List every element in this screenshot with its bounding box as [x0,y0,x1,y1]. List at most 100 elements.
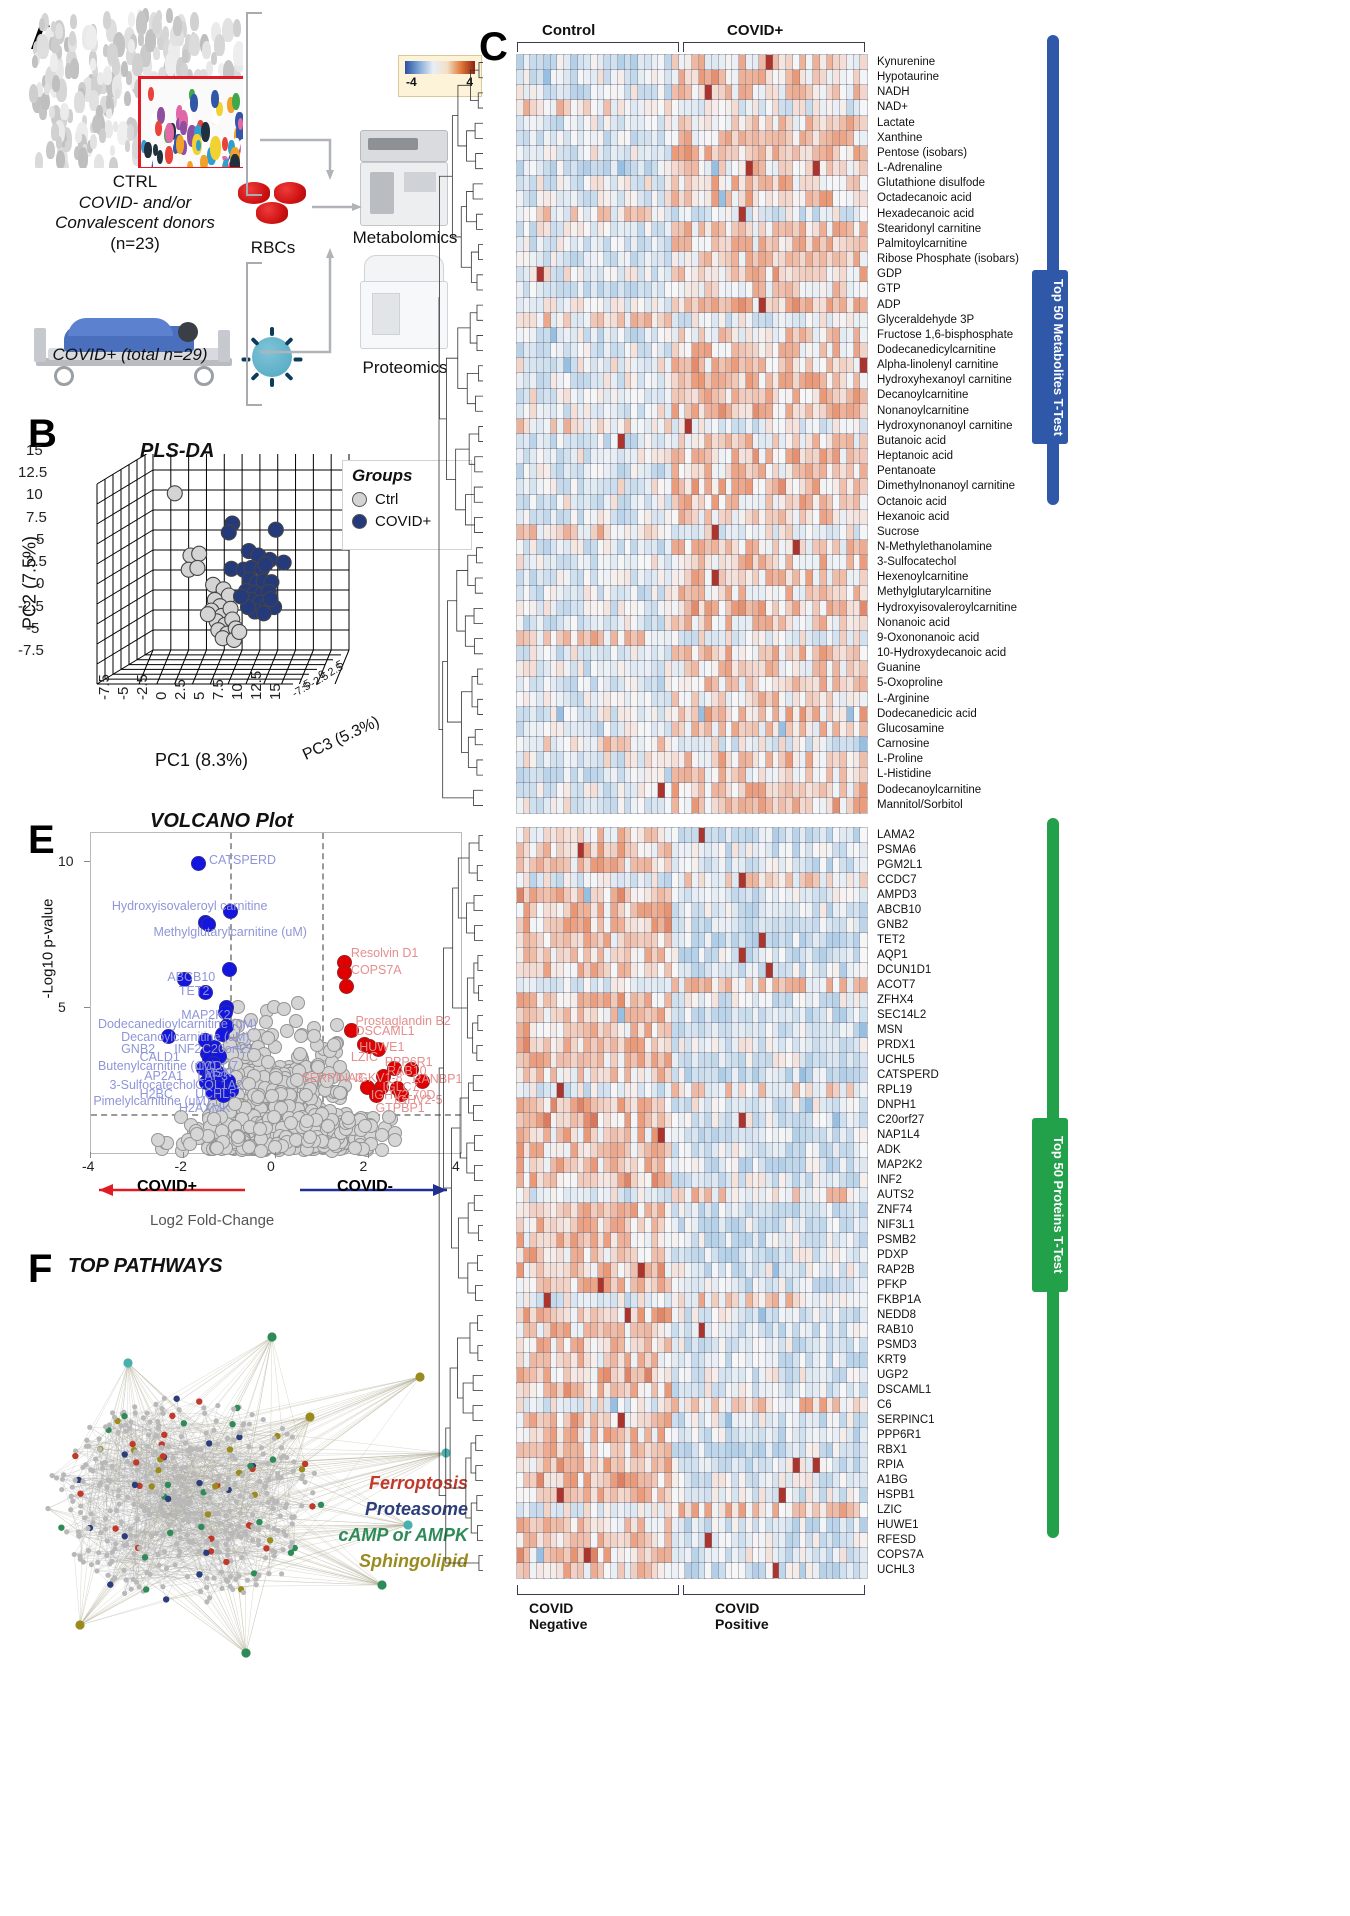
heatmap-cell [771,1172,781,1189]
heatmap-cell [765,417,774,435]
heatmap-cell [549,296,559,314]
heatmap-cell [556,311,566,329]
heatmap-cell [670,1127,680,1144]
heatmap-cell [785,1142,794,1159]
heatmap-cell [798,1022,808,1039]
heatmap-cell [697,69,707,87]
heatmap-cell [536,1142,545,1159]
heatmap-cell [744,1052,754,1069]
heatmap-cell [542,796,552,814]
heatmap-cell [650,887,660,904]
heatmap-cell [623,1202,633,1219]
heatmap-cell [556,1142,566,1159]
heatmap-cell [778,705,788,724]
heatmap-cell [791,296,801,314]
heatmap-cell [516,1127,525,1144]
heatmap-cell [791,977,801,994]
heatmap-cell [549,1187,559,1204]
volcano-point [267,1109,282,1124]
heatmap-cell [731,917,741,934]
heatmap-cell [798,842,808,859]
heatmap-cell [670,1037,680,1054]
heatmap-cell [516,705,525,724]
heatmap-cell [657,1172,667,1189]
heatmap-cell [805,645,815,663]
heatmap-cell [616,463,626,481]
heatmap-cell [704,357,714,375]
heatmap-cell [670,160,680,178]
heatmap-cell [657,523,667,542]
heatmap-cell [610,69,619,87]
heatmap-cell [596,417,606,435]
heatmap-cell [812,1052,821,1069]
heatmap-cell [563,205,572,223]
heatmap-cell [630,736,640,754]
heatmap-cell [576,129,586,147]
heatmap-cell [583,463,592,481]
heatmap-cell [825,326,835,345]
heatmap-cell [845,432,855,451]
heatmap-cell [825,448,835,466]
heatmap-cell [852,887,862,904]
heatmap-cell [691,235,700,254]
heatmap-cell [778,947,788,964]
heatmap-cell [704,281,714,299]
heatmap-cell [650,205,660,223]
heatmap-cell [697,129,707,147]
heatmap-cell [839,387,848,405]
heatmap-cell [691,872,700,889]
heatmap-cell [637,660,646,678]
heatmap-cell [818,342,828,360]
heatmap-cell [657,690,667,708]
heatmap-cell [791,160,801,178]
volcano-threshold-line [322,833,325,1153]
heatmap-cell [825,992,835,1009]
heatmap-cell [832,917,842,934]
heatmap-cell [738,114,747,132]
heatmap-cell [751,372,761,390]
heatmap-cell [522,827,532,844]
heatmap-cell [684,751,693,769]
heatmap-cell [590,463,599,481]
heatmap-cell [590,675,599,693]
heatmap-cell [798,1037,808,1054]
heatmap-cell [744,1082,754,1099]
heatmap-cell [516,932,525,949]
heatmap-cell [738,781,747,799]
heatmap-cell [697,1037,707,1054]
heatmap-cell [832,1067,842,1084]
heatmap-cell [616,599,626,617]
heatmap-cell [670,129,680,147]
heatmap-cell [791,114,801,132]
heatmap-cell [859,205,868,223]
plsda-xtick: 15 [267,683,284,700]
heatmap-cell [684,160,693,178]
heatmap-cell [791,175,801,193]
heatmap-cell [623,508,633,526]
heatmap-cell [832,660,842,678]
heatmap-cell [744,751,754,769]
heatmap-cell [717,357,727,375]
heatmap-cell [778,1007,788,1024]
heatmap-cell [765,917,774,934]
heatmap-cell [832,114,842,132]
heatmap-cell [791,932,801,949]
volcano-label-blue: 3-Sulfocatechol [109,1078,196,1093]
heatmap-cell [630,751,640,769]
heatmap-cell [765,857,774,874]
heatmap-cell [516,523,525,542]
heatmap-cell [744,977,754,994]
heatmap-cell [859,1037,868,1054]
heatmap-cell [691,266,700,284]
heatmap-cell [785,508,794,526]
heatmap-cell [610,1037,619,1054]
heatmap-cell [684,266,693,284]
heatmap-cell [650,614,660,633]
heatmap-cell [778,614,788,633]
heatmap-cell [576,144,586,163]
heatmap-cell [731,387,741,405]
heatmap-cell [805,766,815,784]
heatmap-cell [691,554,700,572]
heatmap-cell [563,599,572,617]
heatmap-cell [637,992,646,1009]
